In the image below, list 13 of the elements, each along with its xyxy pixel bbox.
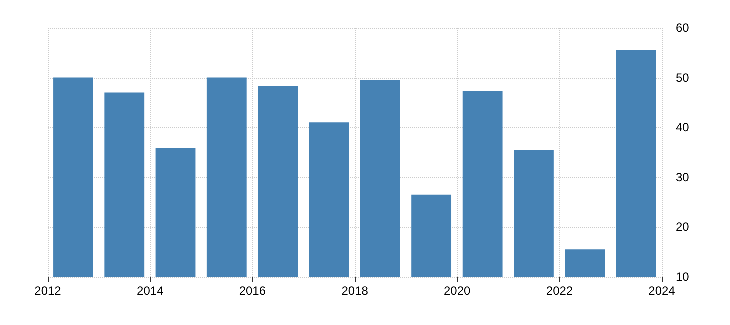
x-tick-label: 2012 — [34, 284, 62, 298]
y-tick-label: 50 — [676, 70, 690, 85]
y-tick-label: 10 — [676, 270, 690, 284]
x-tick-label: 2016 — [239, 284, 266, 298]
x-tick-label: 2020 — [444, 284, 472, 298]
y-tick-label: 60 — [676, 21, 690, 35]
x-tick-label: 2022 — [546, 284, 574, 298]
x-tick-label: 2024 — [648, 284, 676, 298]
y-tick-label: 40 — [676, 120, 690, 135]
y-tick-label: 30 — [676, 170, 690, 184]
x-tick-label: 2018 — [342, 284, 369, 298]
y-tick-label: 20 — [676, 220, 690, 234]
x-tick-label: 2014 — [137, 284, 164, 298]
